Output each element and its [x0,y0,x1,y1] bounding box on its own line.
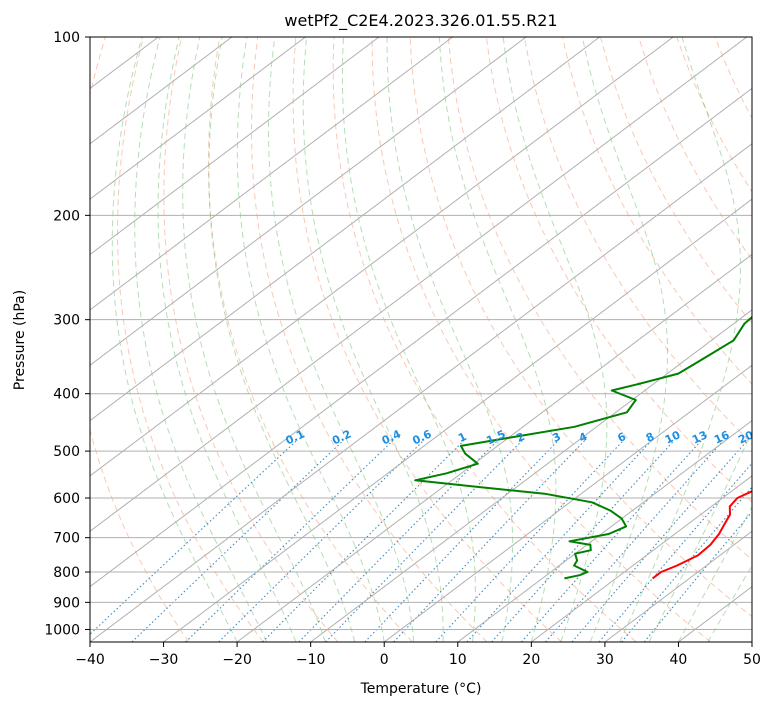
mixing-ratio-line [491,440,675,642]
x-axis-title: Temperature (°C) [360,681,482,697]
moist-adiabat-line [619,37,741,642]
isotherm-line [90,87,752,588]
moist-adiabat-line [157,37,297,642]
mixing-ratio-label: 13 [690,428,709,446]
y-tick-label: 700 [53,531,80,547]
isotherm-line [90,37,748,532]
moist-adiabat-line [386,37,514,642]
plot-frame [89,36,753,643]
moist-adiabat-line [648,430,752,642]
moist-adiabat-line [341,37,476,642]
mixing-ratio-line [571,440,748,642]
dry-adiabat-line [600,37,752,324]
mixing-ratio-line [435,440,624,642]
mixing-ratio-label: 10 [663,428,683,446]
temperature-line [651,490,752,580]
isotherm-line [90,37,600,422]
x-tick-label: 30 [596,652,614,668]
mixing-ratio-line [466,440,653,642]
isotherm-line [383,364,752,642]
isotherm-line [90,37,453,311]
x-tick-label: 40 [670,652,688,668]
moist-adiabat-line [208,37,356,642]
y-tick-label: 500 [53,444,80,460]
y-tick-label: 800 [53,565,80,581]
dry-adiabat-line [447,37,752,561]
isotherm-line [457,419,752,642]
mixing-ratio-line [185,440,394,642]
y-tick-label: 400 [53,387,80,403]
moist-adiabat-line [182,37,326,642]
x-tick-label: 0 [380,652,389,668]
mixing-ratio-line [218,440,424,642]
isotherm-line [163,198,752,642]
sounding-profiles [414,315,752,580]
isotherm-line [90,143,752,642]
x-tick-label: −40 [75,652,105,668]
dry-adiabat-line [523,37,752,445]
y-axis: 100 200 300 400 500 600 700 800 900 1000 [44,30,90,638]
isotherm-line [236,253,752,642]
mixing-ratio-label: 16 [712,428,732,446]
isotherm-line [90,37,380,256]
moist-adiabat-line [581,37,668,642]
chart-title: wetPf2_C2E4.2023.326.01.55.R21 [284,11,557,31]
y-tick-label: 300 [53,313,80,329]
y-tick-label: 900 [53,595,80,611]
isotherm-line [531,475,752,642]
dry-adiabat-line [250,37,488,642]
y-tick-label: 600 [53,491,80,507]
dry-adiabat-line [90,37,190,642]
isotherm-line [310,309,752,642]
y-axis-title: Pressure (hPa) [12,290,28,390]
plot-area: 0.10.20.40.611.52346810131620253036-100-… [90,37,756,642]
isotherm-line [90,37,674,477]
dry-adiabat-line [292,37,562,642]
mixing-ratio-line [521,440,702,642]
moist-adiabat-line [502,37,608,642]
x-tick-label: −30 [149,652,179,668]
mixing-ratio-line [545,440,724,642]
isotherm-line [604,530,752,642]
isobar-grid [90,37,752,630]
x-tick-label: 10 [449,652,467,668]
x-axis: −40 −30 −20 −10 0 10 20 30 40 50 [75,642,761,668]
moist-adiabat-line [236,37,385,642]
dry-adiabat-line [163,37,339,642]
moist-adiabat-line [111,37,238,642]
mixing-ratio-line [298,440,498,642]
x-tick-label: 20 [522,652,540,668]
isotherm-line [90,37,233,145]
y-tick-label: 100 [53,30,80,46]
mixing-ratio-label: 20 [736,428,756,446]
dry-adiabat-line [117,37,264,642]
moist-adiabat-line [302,37,444,642]
moist-adiabats [111,37,752,642]
dry-adiabat-line [562,37,752,385]
x-tick-label: 50 [743,652,761,668]
mixing-ratio-line [364,440,559,642]
dewpoint-line [414,315,752,580]
isotherm-grid [90,37,752,642]
y-tick-label: 200 [53,208,80,224]
isotherm-line [90,37,306,200]
moist-adiabat-line [134,37,267,642]
isotherm-line [90,37,527,366]
moist-adiabat-line [438,37,557,642]
x-tick-label: −10 [296,652,326,668]
dry-adiabat-line [409,37,752,618]
x-tick-label: −20 [222,652,252,668]
mixing-ratio-line [131,440,344,642]
dry-adiabat-line [332,37,637,642]
dry-adiabat-line [485,37,752,503]
y-tick-label: 1000 [44,622,80,638]
